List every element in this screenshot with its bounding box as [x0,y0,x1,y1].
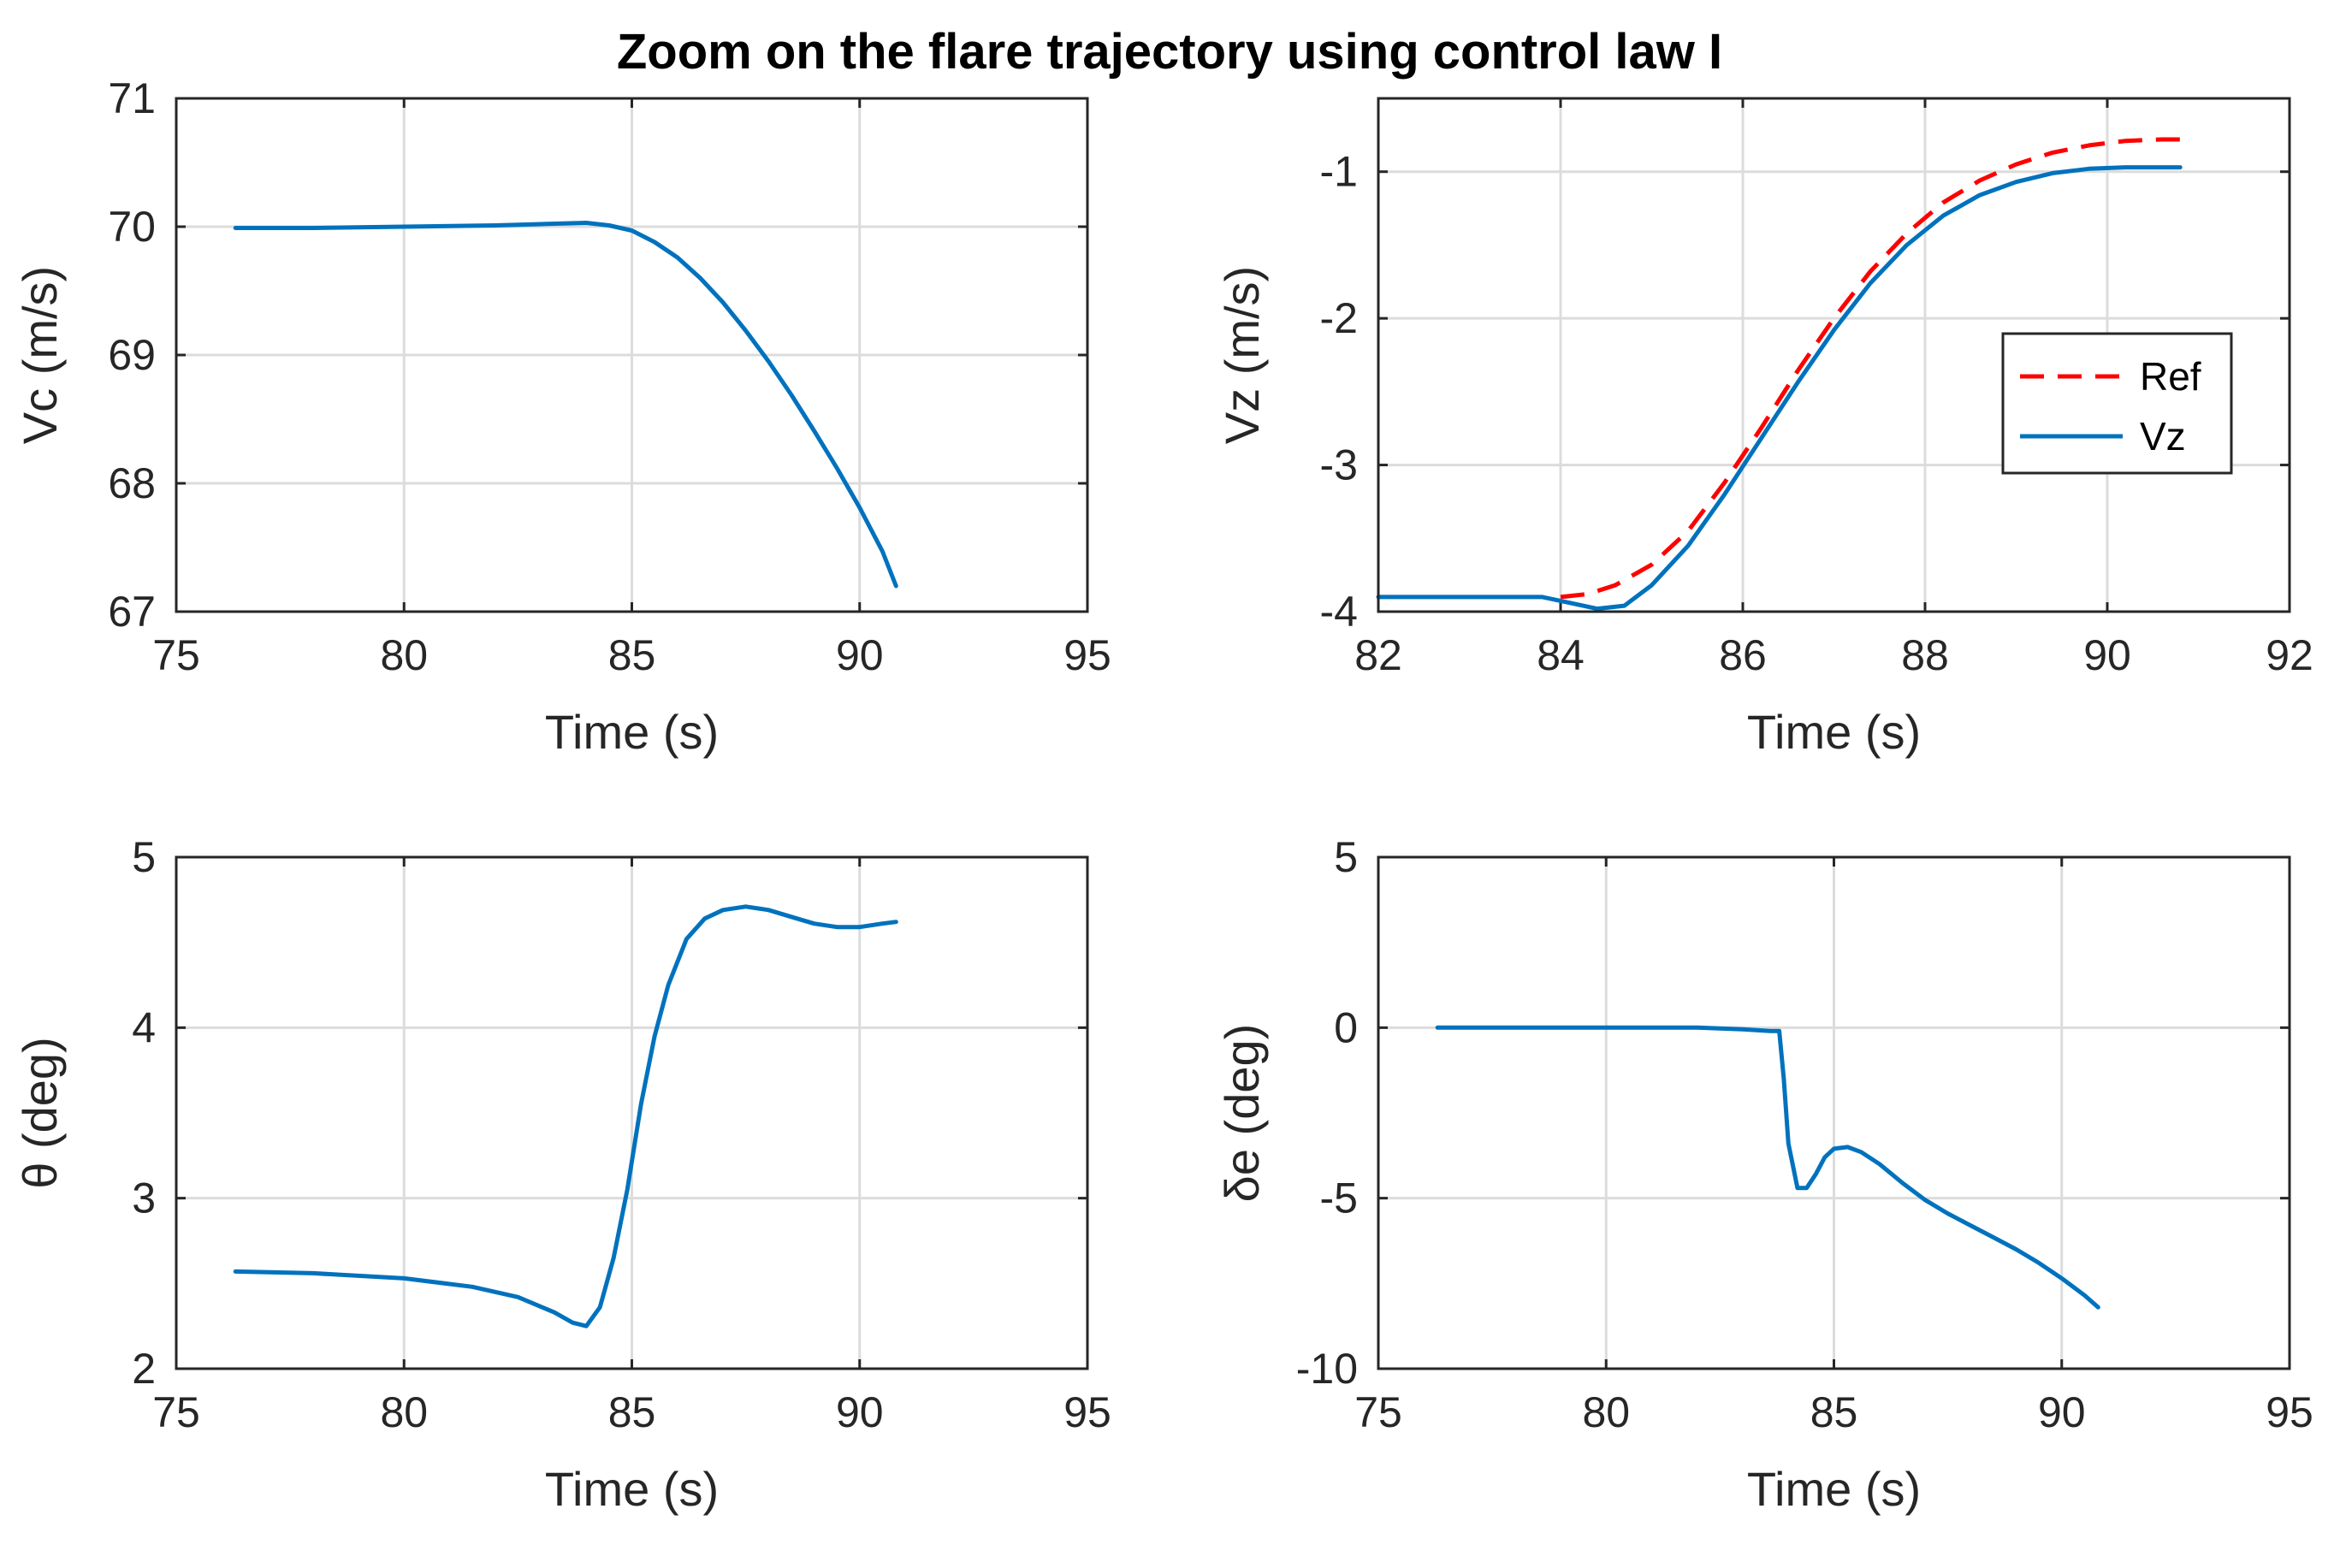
series-line-vc [233,221,898,589]
x-tick-label: 85 [608,631,656,679]
y-tick-label: 2 [132,1345,156,1393]
x-tick-label: 90 [836,1388,884,1436]
x-tick-label: 92 [2266,631,2313,679]
y-axis-label: Vz (m/s) [1215,266,1269,444]
y-axis-label: Vc (m/s) [13,266,67,444]
subplot-2: 82 84 86 88 90 92 -4 -3 -2 -1 Time (s) Vz (m/s) Ref V… [1215,97,2313,759]
x-tick-label: 80 [380,631,428,679]
x-axis-label: Time (s) [545,705,719,759]
y-axis-label: δe (deg) [1215,1024,1269,1203]
axes-frame [175,97,1089,613]
x-tick-label: 84 [1537,631,1585,679]
subplot-3: 75 80 85 90 95 2 3 4 5 Time (s) θ (deg) [13,833,1111,1516]
x-tick-label: 90 [836,631,884,679]
x-tick-label: 86 [1719,631,1767,679]
y-tick-label: 69 [108,331,156,379]
y-tick-label: 5 [1334,833,1358,881]
x-axis-label: Time (s) [1747,705,1921,759]
legend: Ref Vz [2001,332,2233,475]
x-tick-label: 85 [1810,1388,1858,1436]
x-tick-label: 80 [1582,1388,1630,1436]
x-axis-label: Time (s) [1747,1462,1921,1516]
series-line-delta-e [1435,1025,2100,1310]
axes-frame [175,855,1089,1370]
axes-frame [1377,855,2291,1370]
y-tick-label: 3 [132,1175,156,1222]
y-tick-label: -4 [1320,588,1358,636]
x-tick-label: 95 [1063,631,1111,679]
y-tick-label: -1 [1320,148,1358,196]
x-tick-label: 88 [1901,631,1949,679]
legend-label-ref: Ref [2140,354,2201,399]
series-line-vz [1376,165,2183,612]
x-tick-label: 90 [2083,631,2131,679]
x-tick-label: 80 [380,1388,428,1436]
y-tick-label: 68 [108,459,156,507]
y-tick-label: 70 [108,203,156,251]
x-tick-label: 85 [608,1388,656,1436]
x-tick-label: 75 [152,1388,200,1436]
x-tick-label: 95 [1063,1388,1111,1436]
x-tick-label: 75 [152,631,200,679]
x-tick-label: 82 [1354,631,1402,679]
y-tick-label: 0 [1334,1003,1358,1051]
y-tick-label: -3 [1320,441,1358,489]
subplot-4: 75 80 85 90 95 -10 -5 0 5 Time (s) δe (deg) [1215,833,2313,1516]
y-tick-label: -2 [1320,294,1358,342]
x-tick-label: 75 [1354,1388,1402,1436]
x-tick-label: 90 [2038,1388,2086,1436]
legend-box [2001,332,2233,475]
y-tick-label: -10 [1296,1345,1358,1393]
series-line-theta [233,904,898,1328]
series-line-ref [1560,137,2181,600]
subplot-1: 75 80 85 90 95 67 68 69 70 71 Time (s) Vc (m/s) [13,74,1111,759]
figure-title: Zoom on the flare trajectory using contr… [617,24,1722,80]
y-tick-label: 71 [108,74,156,122]
x-tick-label: 95 [2266,1388,2313,1436]
y-tick-label: -5 [1320,1175,1358,1222]
y-tick-label: 5 [132,833,156,881]
y-axis-label: θ (deg) [13,1037,67,1188]
x-axis-label: Time (s) [545,1462,719,1516]
y-tick-label: 67 [108,588,156,636]
y-tick-label: 4 [132,1003,156,1051]
legend-label-vz: Vz [2140,414,2186,459]
axes-frame [1377,97,2291,613]
